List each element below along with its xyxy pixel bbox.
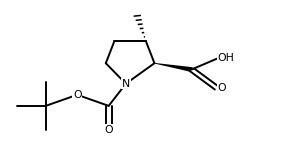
Text: O: O — [217, 83, 226, 94]
Text: OH: OH — [217, 53, 234, 64]
Polygon shape — [154, 63, 193, 72]
Text: O: O — [104, 125, 113, 135]
Text: O: O — [73, 90, 82, 100]
Text: N: N — [122, 79, 130, 89]
